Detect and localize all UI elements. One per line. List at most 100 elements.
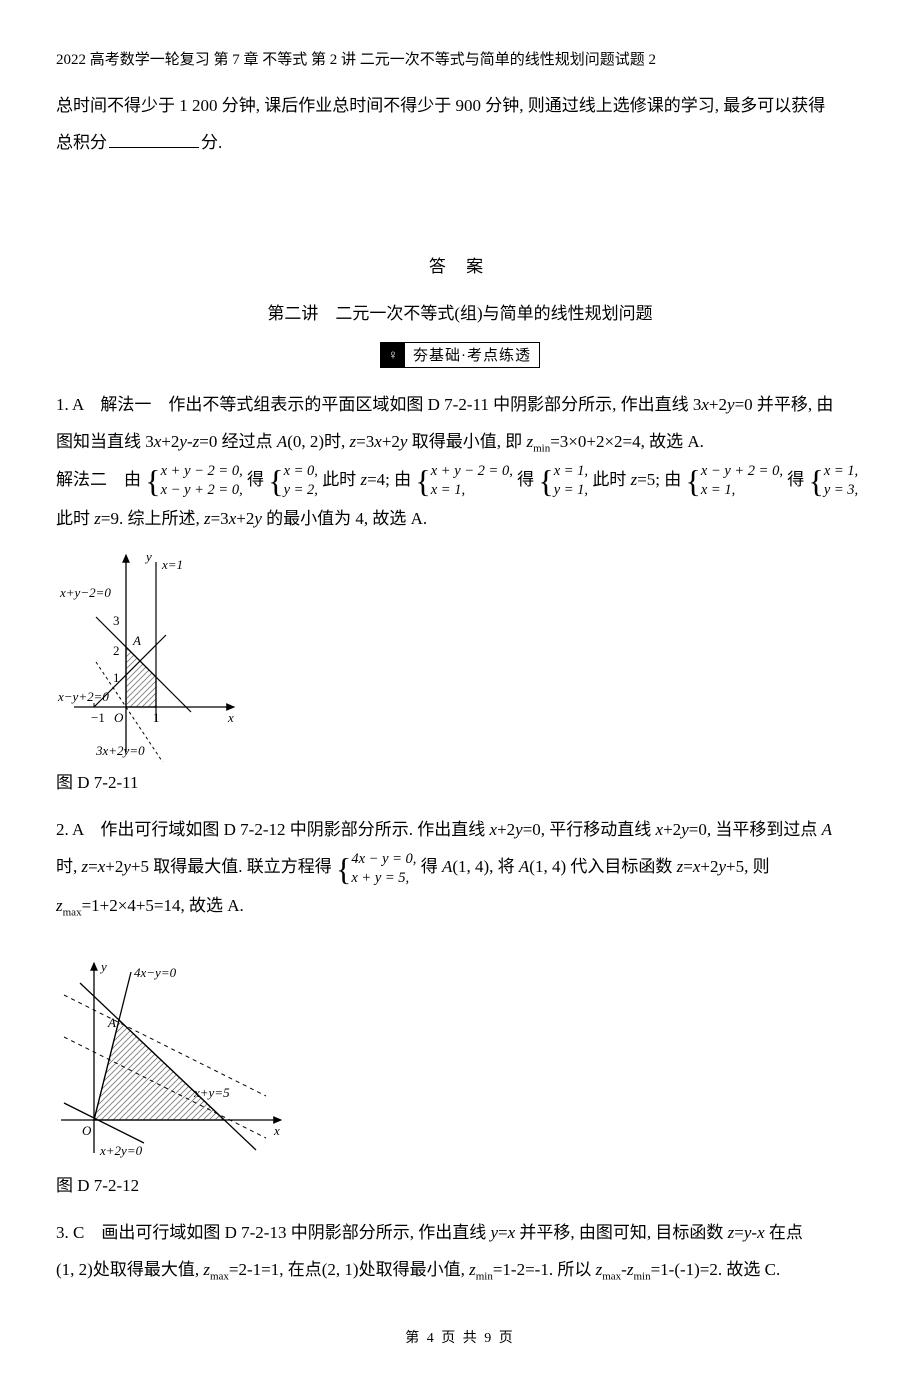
intro-line1: 总时间不得少于 1 200 分钟, 课后作业总时间不得少于 900 分钟, 则通… — [56, 96, 825, 115]
badge-row: ♀ 夯基础·考点练透 — [56, 342, 864, 368]
t: =2-1=1, 在点(2, 1)处取得最小值, — [229, 1260, 469, 1279]
t: (1, 2)处取得最大值, — [56, 1260, 203, 1279]
t: (1, 4) 代入目标函数 — [529, 857, 676, 876]
t: (0, 2)时, — [287, 432, 349, 451]
eq: 4x − y = 0, — [351, 850, 416, 869]
blank-input[interactable] — [109, 147, 199, 148]
svg-text:A: A — [132, 633, 141, 648]
t: 此时 — [322, 470, 360, 489]
t: =0, 平行移动直线 — [523, 820, 656, 839]
t: =3 — [356, 432, 374, 451]
t: 得 — [787, 470, 804, 489]
q1-block: 1. A 解法一 作出不等式组表示的平面区域如图 D 7-2-11 中阴影部分所… — [56, 386, 864, 461]
t: +2 — [236, 509, 254, 528]
svg-text:O: O — [82, 1123, 92, 1138]
t: +5 取得最大值. 联立方程得 — [131, 857, 332, 876]
t: = — [88, 857, 98, 876]
subtitle: 第二讲 二元一次不等式(组)与简单的线性规划问题 — [56, 299, 864, 324]
eq: x = 0, — [284, 462, 318, 481]
t: =9. 综上所述, — [101, 509, 204, 528]
t: +2 — [700, 857, 718, 876]
t: =0 并平移, 由 — [735, 395, 834, 414]
q1-method2: 解法二 由 {x + y − 2 = 0,x − y + 2 = 0, 得 {x… — [56, 461, 864, 500]
t: =1-2=-1. 所以 — [493, 1260, 596, 1279]
q1-num: 1. A — [56, 395, 83, 414]
t: 作出可行域如图 D 7-2-12 中阴影部分所示. 作出直线 — [100, 820, 489, 839]
figure-1: y x x=1 x+y−2=0 x−y+2=0 3x+2y=0 A −1 O 1… — [56, 547, 864, 762]
svg-text:x+2y=0: x+2y=0 — [99, 1143, 143, 1158]
t: 在点 — [765, 1223, 803, 1242]
svg-text:y: y — [144, 549, 152, 564]
t: +2 — [382, 432, 400, 451]
section-badge: ♀ 夯基础·考点练透 — [380, 342, 540, 368]
page-header: 2022 高考数学一轮复习 第 7 章 不等式 第 2 讲 二元一次不等式与简单… — [56, 48, 864, 69]
svg-text:1: 1 — [153, 710, 160, 725]
eq: x − y + 2 = 0, — [701, 462, 783, 481]
fig2-label: 图 D 7-2-12 — [56, 1171, 864, 1196]
q2-num: 2. A — [56, 820, 83, 839]
t: +5, 则 — [726, 857, 770, 876]
eq: x = 1, — [701, 481, 783, 500]
svg-text:−1: −1 — [91, 710, 105, 725]
t: 得 — [247, 470, 264, 489]
t: =0, 当平移到过点 — [689, 820, 822, 839]
t: =1+2×4+5=14, 故选 A. — [82, 896, 244, 915]
t: =1-(-1)=2. 故选 C. — [651, 1260, 781, 1279]
t: =3 — [211, 509, 229, 528]
eq: x = 1, — [554, 462, 588, 481]
svg-text:3x+2y=0: 3x+2y=0 — [95, 743, 145, 758]
t: = — [498, 1223, 508, 1242]
t: 并平移, 由图可知, 目标函数 — [515, 1223, 728, 1242]
eq: x = 1, — [431, 481, 513, 500]
t: =3×0+2×2=4, 故选 A. — [550, 432, 704, 451]
t: +2 — [497, 820, 515, 839]
q3-block: 3. C 画出可行域如图 D 7-2-13 中阴影部分所示, 作出直线 y=x … — [56, 1214, 864, 1289]
eq: y = 2, — [284, 481, 318, 500]
svg-text:3: 3 — [113, 613, 120, 628]
t: 画出可行域如图 D 7-2-13 中阴影部分所示, 作出直线 — [101, 1223, 490, 1242]
t: +2 — [663, 820, 681, 839]
svg-text:2: 2 — [113, 643, 120, 658]
svg-text:x+y=5: x+y=5 — [193, 1085, 230, 1100]
svg-text:1: 1 — [113, 670, 120, 685]
intro-prefix: 总积分 — [56, 133, 107, 152]
eq: x + y − 2 = 0, — [161, 462, 243, 481]
t: 此时 — [56, 509, 94, 528]
svg-text:4x−y=0: 4x−y=0 — [134, 965, 177, 980]
q2-block: 2. A 作出可行域如图 D 7-2-12 中阴影部分所示. 作出直线 x+2y… — [56, 811, 864, 925]
t: = — [683, 857, 693, 876]
eq: y = 3, — [824, 481, 858, 500]
svg-text:x=1: x=1 — [161, 557, 183, 572]
answer-title: 答 案 — [56, 252, 864, 277]
t: (1, 4), 将 — [452, 857, 519, 876]
lightbulb-icon: ♀ — [381, 343, 405, 367]
svg-text:y: y — [99, 959, 107, 974]
t: 解法二 由 — [56, 470, 141, 489]
intro-suffix: 分. — [201, 133, 222, 152]
t: 此时 — [592, 470, 630, 489]
t: +2 — [105, 857, 123, 876]
t: +2 — [161, 432, 179, 451]
t: 时, — [56, 857, 82, 876]
svg-text:x+y−2=0: x+y−2=0 — [59, 585, 111, 600]
t: 的最小值为 4, 故选 A. — [262, 509, 427, 528]
t: =4; 由 — [367, 470, 411, 489]
svg-text:O: O — [114, 710, 124, 725]
eq: x = 1, — [824, 462, 858, 481]
t: 解法一 作出不等式组表示的平面区域如图 D 7-2-11 中阴影部分所示, 作出… — [100, 395, 701, 414]
t: 取得最小值, 即 — [407, 432, 526, 451]
t: +2 — [709, 395, 727, 414]
t: =0 经过点 — [199, 432, 277, 451]
t: 得 — [517, 470, 534, 489]
q3-num: 3. C — [56, 1223, 84, 1242]
eq: x + y = 5, — [351, 869, 416, 888]
intro-text: 总时间不得少于 1 200 分钟, 课后作业总时间不得少于 900 分钟, 则通… — [56, 87, 864, 162]
page-footer: 第 4 页 共 9 页 — [56, 1327, 864, 1347]
svg-text:x: x — [273, 1123, 280, 1138]
eq: x − y + 2 = 0, — [161, 481, 243, 500]
eq: y = 1, — [554, 481, 588, 500]
svg-text:x: x — [227, 710, 234, 725]
t: 图知当直线 3 — [56, 432, 154, 451]
svg-text:A: A — [107, 1015, 116, 1030]
svg-text:x−y+2=0: x−y+2=0 — [57, 689, 109, 704]
